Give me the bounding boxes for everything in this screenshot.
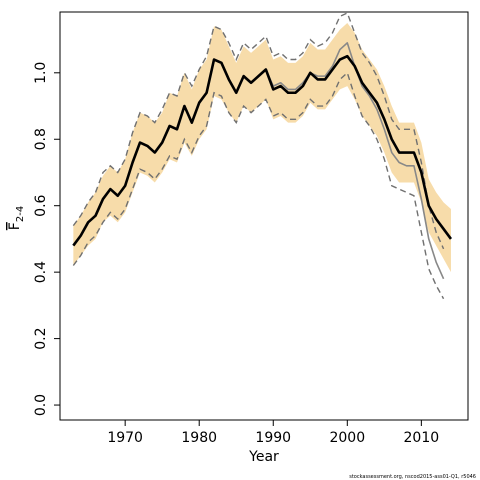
series-line bbox=[72, 54, 453, 247]
x-axis-label: Year bbox=[248, 449, 279, 465]
confidence-band bbox=[73, 22, 451, 273]
footer: stockassessment.org, nscod2015-ass01-Q1,… bbox=[349, 474, 476, 480]
plot-frame bbox=[59, 11, 469, 421]
y-label-symbol: F bbox=[7, 222, 23, 230]
bound-line bbox=[72, 12, 445, 250]
y-tick-label: 0.8 bbox=[33, 128, 49, 150]
x-tick-label: 2010 bbox=[404, 430, 440, 446]
y-label-subscript: 2-4 bbox=[15, 206, 26, 222]
x-tick-label: 1970 bbox=[107, 430, 143, 446]
y-tick-label: 0.6 bbox=[33, 194, 49, 216]
y-axis-label: F2-4 bbox=[7, 206, 26, 230]
x-tick-label: 2000 bbox=[329, 430, 365, 446]
x-tick-label: 1980 bbox=[181, 430, 217, 446]
x-tick-label: 1990 bbox=[255, 430, 291, 446]
y-tick-label: 0.0 bbox=[33, 394, 49, 416]
y-tick-label: 0.4 bbox=[33, 261, 49, 283]
y-tick-label: 1.0 bbox=[33, 62, 49, 84]
bound-line bbox=[72, 71, 445, 300]
y-tick-label: 0.2 bbox=[33, 327, 49, 349]
